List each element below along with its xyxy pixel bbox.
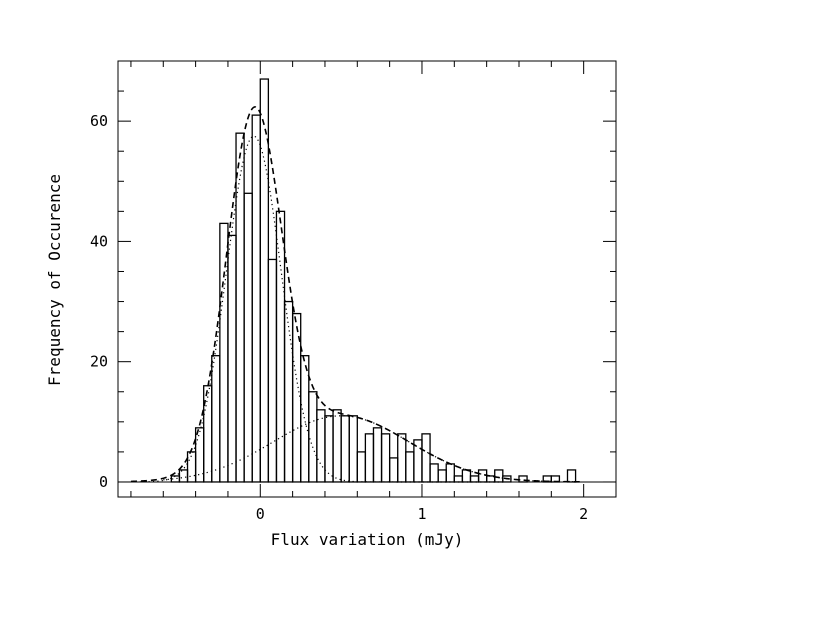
histogram-bar bbox=[324, 415, 334, 483]
histogram-bar bbox=[275, 210, 286, 483]
histogram-bar bbox=[227, 234, 237, 483]
histogram-bar bbox=[356, 451, 367, 483]
histogram-bar bbox=[445, 463, 455, 483]
histogram-bar bbox=[340, 415, 350, 483]
histogram-bar bbox=[429, 463, 439, 483]
histogram-bar bbox=[421, 433, 431, 483]
histogram-bar bbox=[211, 355, 221, 483]
y-tick-label: 0 bbox=[99, 473, 108, 491]
histogram-bar bbox=[453, 475, 464, 483]
histogram-bar bbox=[348, 415, 358, 483]
histogram-bar bbox=[461, 469, 472, 483]
histogram-bar bbox=[518, 475, 528, 483]
x-tick-label: 2 bbox=[579, 505, 588, 523]
histogram-bar bbox=[477, 469, 488, 483]
histogram-bar bbox=[494, 469, 504, 483]
y-tick-label: 20 bbox=[90, 353, 108, 371]
y-tick-label: 60 bbox=[90, 112, 108, 130]
histogram-bar bbox=[380, 433, 391, 483]
x-tick-label: 1 bbox=[417, 505, 426, 523]
gaussian-component-1 bbox=[130, 135, 503, 483]
histogram-bar bbox=[332, 409, 342, 483]
plot-frame bbox=[117, 60, 617, 498]
y-axis-label: Frequency of Occurence bbox=[45, 174, 64, 386]
histogram-bar bbox=[316, 409, 326, 483]
histogram-bar bbox=[437, 469, 447, 483]
x-axis-label: Flux variation (mJy) bbox=[271, 530, 464, 549]
histogram-bar bbox=[300, 355, 310, 483]
histogram-bar bbox=[219, 222, 229, 483]
histogram-bar bbox=[372, 427, 383, 483]
histogram-bar bbox=[397, 433, 407, 483]
histogram-bar bbox=[566, 469, 577, 483]
histogram-bar bbox=[405, 451, 415, 483]
total-fit-curve bbox=[130, 106, 581, 483]
histogram-bar bbox=[364, 433, 375, 483]
histogram-bar bbox=[308, 391, 318, 483]
histogram-bar bbox=[178, 469, 189, 483]
histogram-bar bbox=[235, 132, 245, 483]
histogram-bars bbox=[170, 78, 577, 483]
histogram-bar bbox=[283, 300, 294, 483]
histogram-bar bbox=[243, 192, 253, 483]
gaussian-component-2 bbox=[163, 415, 581, 483]
histogram-bar bbox=[267, 258, 278, 483]
y-tick-label: 40 bbox=[90, 232, 108, 250]
histogram-bar bbox=[251, 114, 261, 483]
histogram-bar bbox=[388, 457, 399, 483]
histogram-bar bbox=[469, 475, 480, 483]
axis-ticks bbox=[118, 60, 617, 497]
x-tick-label: 0 bbox=[256, 505, 265, 523]
